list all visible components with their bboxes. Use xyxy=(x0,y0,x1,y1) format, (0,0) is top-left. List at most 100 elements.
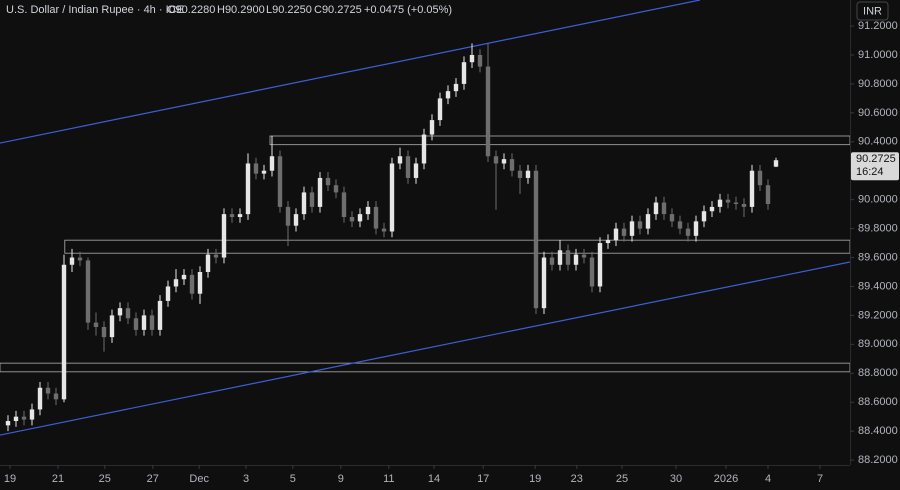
last-price-label: 90.2725 xyxy=(856,153,896,165)
candle-body xyxy=(389,163,395,232)
candle-body xyxy=(357,214,363,222)
y-tick-label: 88.2000 xyxy=(858,454,898,466)
candle-body xyxy=(5,421,11,426)
candle-body xyxy=(237,214,243,218)
y-tick-label: 89.0000 xyxy=(858,338,898,350)
candle-body xyxy=(549,257,555,265)
candle-body xyxy=(453,83,459,92)
candle-body xyxy=(685,228,691,236)
y-tick-label: 88.6000 xyxy=(858,396,898,408)
header: U.S. Dollar / Indian Rupee · 4h · ICE O9… xyxy=(6,4,452,16)
candle-body xyxy=(741,203,747,207)
candle-body xyxy=(53,393,59,400)
horizontal-zone xyxy=(0,362,850,373)
y-tick-label: 90.0000 xyxy=(858,194,898,206)
candle-body xyxy=(397,156,403,164)
x-tick-label: 27 xyxy=(147,473,159,485)
candle-body xyxy=(525,170,531,178)
candle-body xyxy=(261,170,267,174)
y-tick-label: 89.6000 xyxy=(858,251,898,263)
trend-line xyxy=(0,0,701,144)
plot-area xyxy=(0,0,850,436)
candle-body xyxy=(501,159,507,164)
candle-body xyxy=(533,170,539,309)
candle-body xyxy=(725,199,731,203)
candle-body xyxy=(45,387,51,394)
candle-body xyxy=(541,257,547,309)
x-tick-label: 4 xyxy=(765,473,771,485)
candle-body xyxy=(509,159,515,171)
candle-body xyxy=(61,264,67,400)
currency-label[interactable]: INR xyxy=(863,5,882,17)
candle-body xyxy=(517,170,523,178)
candle-body xyxy=(21,416,27,420)
candle-body xyxy=(701,211,707,222)
candle-body xyxy=(765,185,771,204)
candle-body xyxy=(77,257,83,261)
candle-body xyxy=(437,98,443,121)
y-tick-label: 90.8000 xyxy=(858,78,898,90)
candle-body xyxy=(189,274,195,294)
candle-body xyxy=(749,170,755,207)
y-tick-label: 91.0000 xyxy=(858,49,898,61)
candle-body xyxy=(37,387,43,410)
candle-body xyxy=(677,221,683,229)
x-tick-label: 11 xyxy=(383,473,394,485)
candle-body xyxy=(645,214,651,229)
candle-body xyxy=(165,286,171,301)
candle-body xyxy=(773,160,779,167)
candle-body xyxy=(125,308,131,319)
candle-body xyxy=(277,156,283,207)
candle-body xyxy=(589,257,595,287)
candle-body xyxy=(221,214,227,258)
candle-body xyxy=(413,163,419,178)
candle-body xyxy=(445,91,451,99)
candle-body xyxy=(621,228,627,236)
candle-body xyxy=(285,206,291,226)
candle-body xyxy=(581,254,587,258)
candle-body xyxy=(341,192,347,218)
candle-body xyxy=(157,300,163,330)
candle-body xyxy=(93,322,99,327)
candle-body xyxy=(661,202,667,215)
x-tick-label: 7 xyxy=(817,473,823,485)
candle-body xyxy=(109,315,115,338)
candle-body xyxy=(173,279,179,287)
candle-body xyxy=(469,54,475,63)
x-tick-label: Dec xyxy=(189,473,209,485)
x-tick-label: 9 xyxy=(338,473,344,485)
x-tick-label: 25 xyxy=(99,473,111,485)
x-tick-label: 17 xyxy=(477,473,489,485)
candle-body xyxy=(693,221,699,236)
candle-body xyxy=(573,254,579,265)
currency-box[interactable] xyxy=(856,1,889,21)
candle-body xyxy=(117,308,123,316)
last-price-tag xyxy=(851,152,899,181)
candle-body xyxy=(485,66,491,157)
candle-body xyxy=(565,250,571,265)
candle-body xyxy=(381,228,387,232)
candle-body xyxy=(325,177,331,186)
candle-body xyxy=(717,199,723,207)
y-tick-label: 89.4000 xyxy=(858,280,898,292)
candle-body xyxy=(245,163,251,215)
y-tick-label: 88.8000 xyxy=(858,367,898,379)
symbol-title: U.S. Dollar / Indian Rupee · 4h · ICE xyxy=(6,4,184,16)
y-tick-label: 90.6000 xyxy=(858,107,898,119)
candle-body xyxy=(269,156,275,171)
candle-body xyxy=(197,271,203,294)
candle-body xyxy=(373,206,379,229)
candle-body xyxy=(213,254,219,258)
candle-body xyxy=(653,202,659,215)
candle-body xyxy=(477,54,483,67)
horizontal-zone xyxy=(269,135,850,146)
candle-body xyxy=(613,228,619,241)
x-tick-label: 25 xyxy=(616,473,628,485)
x-tick-label: 23 xyxy=(571,473,583,485)
candle-body xyxy=(133,318,139,330)
candle-body xyxy=(141,315,147,330)
candle-body xyxy=(421,134,427,164)
